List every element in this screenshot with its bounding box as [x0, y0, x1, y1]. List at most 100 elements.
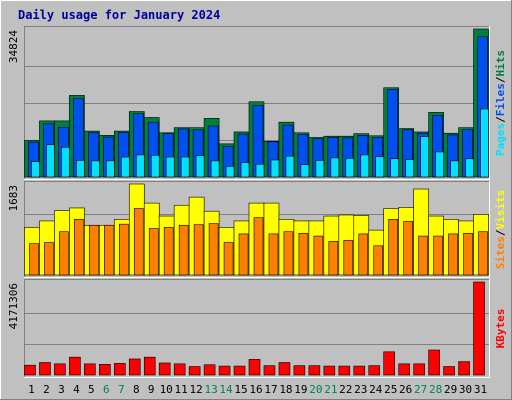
bar-sites-day-11	[178, 224, 189, 276]
bar-kbytes-day-19	[293, 365, 306, 376]
x-tick-label-9: 9	[148, 383, 155, 396]
bar-pages-day-31	[480, 108, 489, 178]
bar-kbytes-day-25	[383, 351, 396, 376]
bar-pages-day-28	[435, 151, 444, 178]
bar-pages-day-23	[360, 154, 370, 178]
bar-kbytes-day-5	[84, 363, 96, 376]
bar-pages-day-10	[165, 156, 175, 178]
bar-kbytes-day-4	[69, 356, 81, 376]
bar-kbytes-day-10	[158, 362, 171, 376]
bar-pages-day-12	[195, 155, 205, 178]
bar-pages-day-8	[135, 154, 145, 178]
bar-kbytes-day-9	[143, 356, 156, 376]
bar-kbytes-day-30	[458, 361, 470, 376]
bar-pages-day-17	[270, 159, 280, 178]
bar-sites-day-12	[193, 224, 204, 276]
panel-legend: Pages/Files/Hits	[494, 50, 507, 156]
x-tick-label-28: 28	[429, 383, 442, 396]
x-tick-label-1: 1	[28, 383, 35, 396]
bar-pages-day-18	[285, 155, 295, 178]
legend-entry: Hits	[494, 50, 507, 77]
bar-kbytes-day-22	[338, 365, 351, 376]
bar-sites-day-26	[403, 221, 413, 276]
series-pages	[31, 108, 489, 178]
bar-sites-day-30	[463, 233, 473, 276]
bar-pages-day-19	[300, 164, 310, 178]
bar-sites-day-29	[448, 233, 458, 276]
bar-kbytes-day-14	[218, 365, 231, 376]
x-tick-label-10: 10	[160, 383, 173, 396]
bar-pages-day-4	[76, 160, 85, 178]
bar-sites-day-5	[89, 224, 99, 276]
bar-pages-day-2	[46, 144, 55, 178]
bar-kbytes-day-7	[113, 363, 126, 376]
bar-sites-day-20	[313, 235, 324, 276]
bar-kbytes-day-16	[248, 359, 261, 376]
x-tick-label-31: 31	[474, 383, 487, 396]
bar-sites-day-7	[118, 223, 129, 276]
panel-legend: Sites/Visits	[494, 190, 507, 270]
bar-pages-day-24	[375, 156, 385, 178]
bar-kbytes-day-15	[233, 365, 246, 376]
bar-sites-day-14	[223, 242, 234, 276]
bar-pages-day-13	[210, 160, 220, 178]
x-tick-label-3: 3	[58, 383, 65, 396]
bar-sites-day-9	[148, 228, 159, 276]
x-tick-label-7: 7	[118, 383, 125, 396]
bar-pages-day-25	[390, 158, 400, 178]
panel-kbytes: 4171306 KBytes	[7, 279, 507, 378]
bar-kbytes-day-29	[443, 366, 455, 376]
bar-kbytes-day-18	[278, 362, 291, 376]
legend-entry: KBytes	[494, 309, 507, 349]
legend-entry: /	[494, 76, 507, 83]
bar-pages-day-15	[240, 162, 250, 178]
bar-kbytes-day-24	[368, 365, 381, 376]
x-tick-label-27: 27	[414, 383, 427, 396]
bar-kbytes-day-20	[308, 365, 321, 376]
bar-sites-day-6	[104, 224, 114, 276]
bar-pages-day-11	[180, 156, 190, 178]
bar-sites-day-13	[208, 223, 219, 276]
legend-entry: /	[494, 116, 507, 123]
bar-pages-day-6	[106, 160, 115, 178]
bar-sites-day-19	[298, 233, 309, 276]
bar-pages-day-27	[420, 136, 429, 178]
legend-entry: Files	[494, 83, 507, 116]
panel-legend: KBytes	[494, 309, 507, 349]
x-tick-label-23: 23	[354, 383, 367, 396]
bar-pages-day-7	[120, 156, 130, 178]
bar-kbytes-day-21	[323, 365, 336, 376]
bar-sites-day-18	[283, 231, 294, 276]
bar-pages-day-30	[465, 158, 474, 178]
bar-sites-day-21	[328, 241, 339, 276]
bar-pages-day-5	[91, 160, 100, 178]
bar-kbytes-day-3	[54, 363, 66, 376]
bar-kbytes-day-31	[473, 281, 485, 376]
legend-entry: Visits	[494, 190, 507, 230]
x-tick-label-15: 15	[234, 383, 247, 396]
x-tick-label-25: 25	[384, 383, 397, 396]
x-tick-label-4: 4	[73, 383, 80, 396]
x-tick-label-13: 13	[204, 383, 217, 396]
bar-kbytes-day-12	[188, 366, 201, 376]
bar-sites-day-28	[433, 235, 443, 276]
bar-kbytes-day-13	[203, 364, 216, 376]
bar-sites-day-27	[418, 235, 428, 276]
bar-sites-day-1	[29, 243, 39, 276]
bar-sites-day-8	[133, 208, 144, 276]
bar-sites-day-23	[358, 233, 369, 276]
bar-sites-day-3	[59, 231, 69, 276]
bar-kbytes-day-23	[353, 365, 366, 376]
bar-sites-day-24	[373, 245, 384, 276]
x-tick-label-22: 22	[339, 383, 352, 396]
x-tick-label-19: 19	[294, 383, 307, 396]
y-max-label: 1683	[7, 185, 20, 212]
bar-kbytes-day-6	[99, 363, 111, 376]
bar-pages-day-21	[330, 157, 340, 178]
x-tick-label-14: 14	[219, 383, 233, 396]
x-tick-label-16: 16	[249, 383, 262, 396]
x-tick-label-2: 2	[43, 383, 50, 396]
